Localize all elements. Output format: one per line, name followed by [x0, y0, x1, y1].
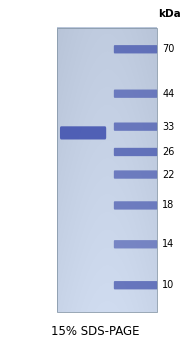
FancyBboxPatch shape — [60, 126, 106, 139]
Text: 15% SDS-PAGE: 15% SDS-PAGE — [51, 325, 140, 338]
Text: 44: 44 — [162, 89, 175, 99]
FancyBboxPatch shape — [114, 201, 157, 210]
FancyBboxPatch shape — [114, 122, 157, 131]
Text: 33: 33 — [162, 122, 175, 132]
FancyBboxPatch shape — [114, 170, 157, 179]
FancyBboxPatch shape — [114, 45, 157, 53]
Bar — [57, 28, 157, 312]
Text: kDa: kDa — [159, 9, 181, 19]
Text: 22: 22 — [162, 170, 175, 179]
FancyBboxPatch shape — [114, 148, 157, 156]
Text: 10: 10 — [162, 280, 175, 290]
Text: 14: 14 — [162, 239, 175, 249]
FancyBboxPatch shape — [114, 90, 157, 98]
Text: 26: 26 — [162, 147, 175, 157]
FancyBboxPatch shape — [114, 281, 157, 289]
Text: 18: 18 — [162, 201, 175, 210]
Text: 70: 70 — [162, 44, 175, 54]
FancyBboxPatch shape — [114, 240, 157, 248]
